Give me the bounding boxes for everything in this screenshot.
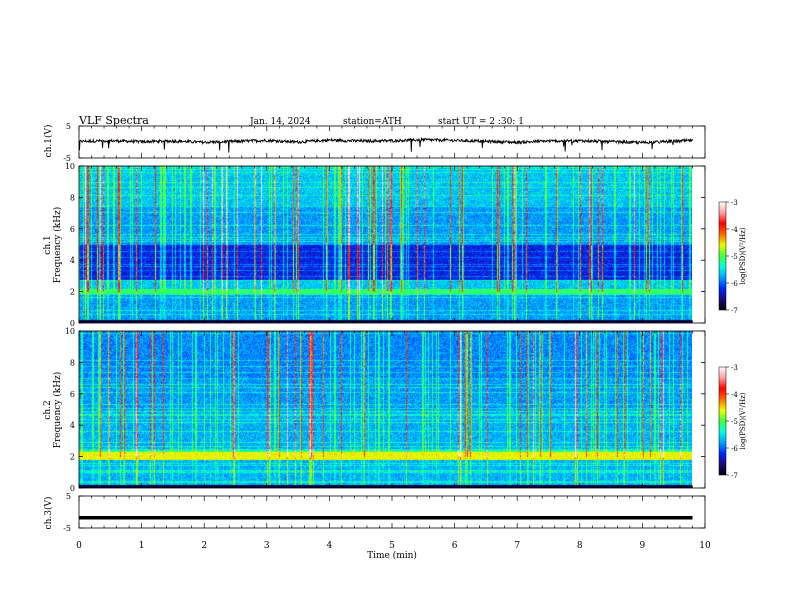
colorbar-tick-label: -7 [731, 307, 738, 315]
colorbar-tick-label: -7 [731, 472, 738, 480]
x-tick-label: 1 [139, 541, 145, 551]
colorbar [718, 366, 727, 476]
x-tick-label: 6 [452, 541, 458, 551]
x-tick-label: 3 [264, 541, 270, 551]
x-tick-label: 9 [640, 541, 646, 551]
y-tick-label: 0 [70, 319, 75, 328]
ch2-spectrogram-ylabel-top: ch.2 [43, 400, 53, 419]
y-tick-label: 4 [70, 421, 75, 430]
chart-marks: 5-50246810-3-4-5-6-7log(PSD)(V²/Hz)02468… [63, 122, 747, 551]
colorbar-tick-label: -3 [731, 364, 738, 372]
colorbar-tick-label: -4 [731, 226, 738, 234]
y-tick-label: 8 [70, 358, 75, 367]
colorbar [718, 201, 727, 311]
colorbar-tick-label: -6 [731, 280, 738, 288]
x-tick-label: 5 [389, 541, 395, 551]
x-tick-label: 8 [577, 541, 583, 551]
colorbar-tick-label: -6 [731, 445, 738, 453]
x-tick-label: 10 [699, 541, 711, 551]
ch1-spectrogram-ylabel: Frequency (kHz) [52, 207, 63, 284]
ch1-waveform-ylabel: ch.1(V) [43, 125, 54, 158]
spectrogram-image [79, 166, 692, 323]
y-tick-label: 5 [66, 122, 71, 131]
x-axis-label: Time (min) [367, 550, 417, 561]
y-tick-label: 6 [70, 390, 75, 399]
y-tick-label: 2 [70, 453, 75, 462]
spectrogram-image [79, 331, 692, 488]
x-tick-label: 2 [201, 541, 207, 551]
station-label: station=ATH [343, 117, 402, 127]
y-tick-label: 8 [70, 193, 75, 202]
y-tick-label: 6 [70, 225, 75, 234]
colorbar-tick-label: -5 [731, 418, 738, 426]
y-tick-label: 10 [65, 162, 75, 171]
x-tick-label: 0 [76, 541, 82, 551]
waveform-line [78, 136, 693, 153]
x-tick-label: 4 [327, 541, 333, 551]
ch3-waveform-ylabel: ch.3(V) [43, 497, 54, 530]
ch1-spectrogram-ylabel-top: ch.1 [43, 235, 53, 254]
y-tick-label: -5 [63, 524, 71, 533]
y-tick-label: 10 [65, 327, 75, 336]
y-tick-label: 4 [70, 256, 75, 265]
y-tick-label: 2 [70, 288, 75, 297]
colorbar-tick-label: -5 [731, 253, 738, 261]
ch2-spectrogram-ylabel: Frequency (kHz) [52, 372, 63, 449]
x-tick-label: 7 [514, 541, 520, 551]
y-tick-label: 5 [66, 492, 71, 501]
colorbar-label: log(PSD)(V²/Hz) [739, 227, 747, 284]
y-tick-label: -5 [63, 154, 71, 163]
date-label: Jan. 14, 2024 [249, 117, 311, 127]
y-tick-label: 0 [70, 484, 75, 493]
chart-title: VLF Spectra [78, 114, 149, 127]
start-time-label: start UT = 2 :30: 1 [438, 117, 524, 127]
colorbar-tick-label: -3 [731, 199, 738, 207]
colorbar-tick-label: -4 [731, 391, 738, 399]
colorbar-label: log(PSD)(V²/Hz) [739, 392, 747, 449]
